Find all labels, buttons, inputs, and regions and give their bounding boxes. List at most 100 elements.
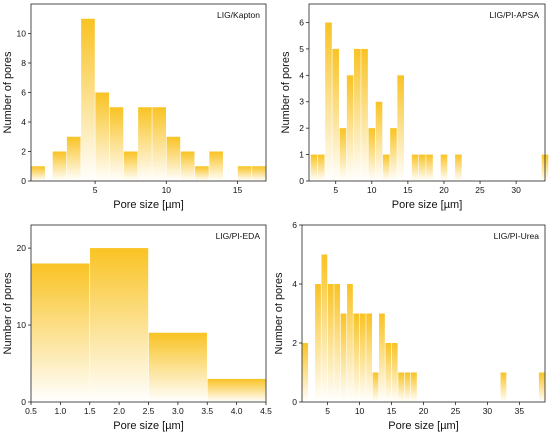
y-tick-label: 6 xyxy=(299,17,304,27)
histogram-bar xyxy=(31,166,45,181)
histogram-bar xyxy=(347,284,353,402)
chart-title: LIG/PI-Urea xyxy=(494,231,540,241)
x-axis-title: Pore size [µm] xyxy=(392,199,463,211)
histogram-bar xyxy=(180,151,195,181)
chart-panel-lig-pi-urea: 5 10 15 20 25 30 35 0 2 4 6 Pore size [µm] Number of… xyxy=(275,217,550,435)
histogram-bar xyxy=(390,128,397,181)
histogram-bar xyxy=(325,22,332,181)
histogram-bar xyxy=(152,107,166,181)
histogram-bar xyxy=(397,75,404,181)
y-tick-label: 4 xyxy=(292,279,297,289)
x-tick-label: 2.5 xyxy=(143,406,155,416)
histogram-bar xyxy=(379,313,385,402)
x-axis-title: Pore size [µm] xyxy=(388,420,459,432)
y-tick-label: 0 xyxy=(292,397,297,407)
histogram-bar xyxy=(391,343,398,402)
chart-title: LIG/PI-APSA xyxy=(489,10,539,20)
y-tick-label: 0 xyxy=(21,397,26,407)
x-tick-label: 3.5 xyxy=(201,406,213,416)
histogram-bar xyxy=(31,263,90,402)
x-axis-title: Pore size [µm] xyxy=(113,420,184,432)
y-axis-title: Number of pores xyxy=(2,51,14,133)
chart-panel-lig-kapton: 5 10 15 0 2 4 6 8 10 Pore size [µm] Number of pore… xyxy=(0,0,275,217)
histogram-bar xyxy=(385,343,392,402)
histogram-bar xyxy=(302,343,309,402)
chart-svg: 0.5 1.0 1.5 2.0 2.5 3.0 3.5 4.0 4.5 0 10 20 Pore siz… xyxy=(2,224,272,432)
x-tick-label: 1.5 xyxy=(84,406,96,416)
y-tick-label: 8 xyxy=(21,58,26,68)
histogram-bar xyxy=(455,154,462,181)
histogram-bar xyxy=(404,372,411,402)
histogram-bar xyxy=(354,48,361,181)
y-axis-title: Number of pores xyxy=(2,272,14,354)
histogram-bar xyxy=(398,372,405,402)
histogram-bar xyxy=(66,136,81,181)
x-tick-label: 4.0 xyxy=(231,406,243,416)
histogram-bar xyxy=(310,154,318,181)
plot-frame xyxy=(308,3,546,182)
histogram-bar xyxy=(366,313,373,402)
x-tick-label: 15 xyxy=(233,185,243,195)
histogram-bar xyxy=(237,166,252,181)
x-tick-label: 25 xyxy=(451,406,461,416)
x-tick-label: 30 xyxy=(483,406,493,416)
histogram-bar xyxy=(315,284,321,402)
histogram-bar xyxy=(372,372,379,402)
histogram-bar xyxy=(440,154,448,181)
histogram-bar xyxy=(327,284,334,402)
histogram-bar xyxy=(195,166,209,181)
histogram-bar xyxy=(339,128,347,181)
chart-panel-lig-pi-apsa: 5 10 15 20 25 30 0 1 2 3 4 5 6 Pore size [µm] Number o… xyxy=(275,0,550,217)
histogram-bar xyxy=(90,248,149,402)
y-tick-label: 4 xyxy=(299,70,304,80)
x-tick-label: 10 xyxy=(355,406,365,416)
chart-title: LIG/Kapton xyxy=(217,10,260,20)
x-tick-label: 5 xyxy=(325,406,330,416)
x-tick-label: 35 xyxy=(515,406,525,416)
x-tick-label: 15 xyxy=(403,185,413,195)
histogram-bar xyxy=(95,92,110,181)
x-tick-label: 1.0 xyxy=(54,406,66,416)
x-tick-label: 15 xyxy=(387,406,397,416)
histogram-bar xyxy=(359,313,366,402)
y-tick-label: 0 xyxy=(299,176,304,186)
histogram-bar xyxy=(166,136,181,181)
x-tick-label: 10 xyxy=(162,185,172,195)
x-tick-label: 25 xyxy=(475,185,485,195)
histogram-bar xyxy=(148,332,207,402)
y-tick-label: 10 xyxy=(17,29,27,39)
x-tick-label: 2.0 xyxy=(113,406,125,416)
histogram-bar xyxy=(346,75,354,181)
x-tick-label: 10 xyxy=(367,185,377,195)
y-tick-label: 20 xyxy=(17,243,27,253)
chart-panel-lig-pi-eda: 0.5 1.0 1.5 2.0 2.5 3.0 3.5 4.0 4.5 0 10 20 Pore siz… xyxy=(0,217,275,435)
chart-svg: 5 10 15 20 25 30 35 0 2 4 6 Pore size [µm] Number of… xyxy=(275,220,546,432)
histogram-bar xyxy=(207,378,266,402)
histogram-bar xyxy=(361,48,368,181)
histogram-bar xyxy=(52,151,67,181)
histogram-bar xyxy=(340,313,347,402)
histogram-bar xyxy=(252,166,266,181)
histogram-bar xyxy=(375,101,383,181)
histogram-bar xyxy=(334,284,341,402)
x-tick-label: 20 xyxy=(419,406,429,416)
histogram-bar xyxy=(109,107,124,181)
chart-title: LIG/PI-EDA xyxy=(216,231,261,241)
histogram-bar xyxy=(332,48,340,181)
x-tick-label: 5 xyxy=(93,185,98,195)
histogram-bar xyxy=(81,18,95,181)
y-tick-label: 0 xyxy=(21,176,26,186)
y-tick-label: 2 xyxy=(299,123,304,133)
histogram-bar xyxy=(209,151,223,181)
y-tick-label: 2 xyxy=(21,147,26,157)
y-tick-label: 3 xyxy=(299,97,304,107)
histogram-bar xyxy=(317,154,325,181)
x-tick-label: 3.0 xyxy=(172,406,184,416)
histogram-bar xyxy=(500,372,507,402)
histogram-bar xyxy=(538,372,545,402)
y-tick-label: 10 xyxy=(17,320,27,330)
chart-svg: 5 10 15 20 25 30 0 1 2 3 4 5 6 Pore size [µm] Number o… xyxy=(280,3,549,211)
histogram-bar xyxy=(419,154,426,181)
y-tick-label: 4 xyxy=(21,117,26,127)
x-tick-label: 5 xyxy=(333,185,338,195)
